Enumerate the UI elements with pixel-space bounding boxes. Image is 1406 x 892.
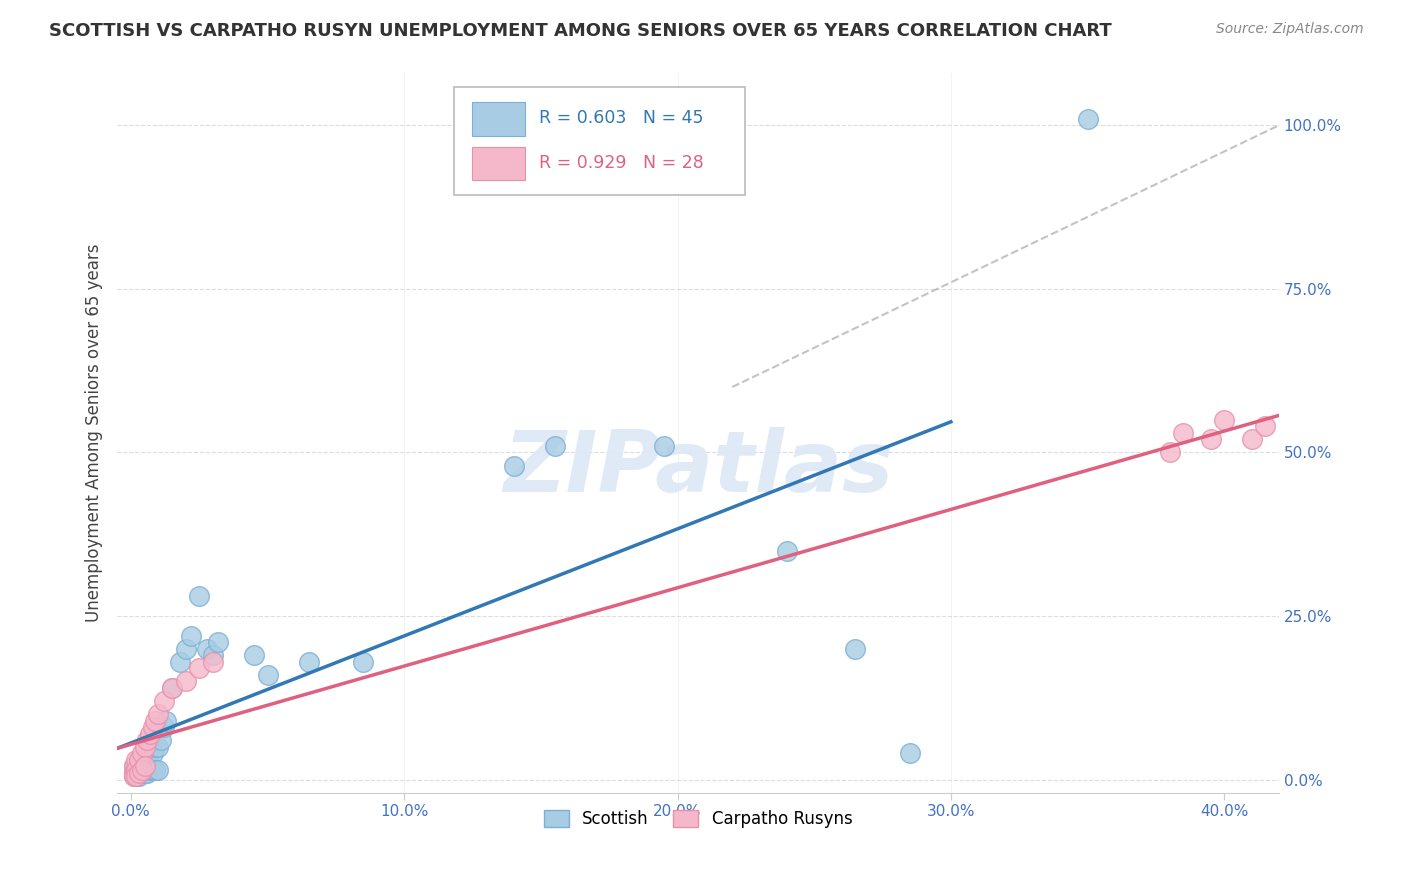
Point bbox=[128, 766, 150, 780]
Point bbox=[122, 759, 145, 773]
Point bbox=[148, 707, 170, 722]
FancyBboxPatch shape bbox=[471, 103, 524, 136]
Point bbox=[148, 763, 170, 777]
Point bbox=[1199, 433, 1222, 447]
Point bbox=[122, 769, 145, 783]
Point bbox=[1173, 425, 1195, 440]
Point bbox=[160, 681, 183, 695]
Point bbox=[122, 769, 145, 783]
Point bbox=[207, 635, 229, 649]
Text: ZIPatlas: ZIPatlas bbox=[503, 427, 893, 510]
FancyBboxPatch shape bbox=[471, 147, 524, 180]
Point bbox=[131, 747, 153, 761]
Point bbox=[134, 759, 156, 773]
Point bbox=[152, 694, 174, 708]
Point bbox=[898, 747, 921, 761]
Point bbox=[128, 763, 150, 777]
Y-axis label: Unemployment Among Seniors over 65 years: Unemployment Among Seniors over 65 years bbox=[86, 244, 103, 622]
Point bbox=[201, 655, 224, 669]
Point bbox=[188, 590, 211, 604]
Point bbox=[136, 766, 159, 780]
Point bbox=[128, 753, 150, 767]
Point bbox=[142, 747, 165, 761]
Point bbox=[139, 747, 162, 761]
Point bbox=[136, 733, 159, 747]
Point bbox=[174, 641, 197, 656]
Point bbox=[152, 720, 174, 734]
Point bbox=[139, 727, 162, 741]
Point bbox=[139, 763, 162, 777]
Point bbox=[145, 763, 167, 777]
Point bbox=[145, 739, 167, 754]
Point bbox=[142, 763, 165, 777]
Point bbox=[125, 766, 148, 780]
Point bbox=[180, 629, 202, 643]
Point bbox=[122, 759, 145, 773]
Point bbox=[502, 458, 524, 473]
Point bbox=[155, 714, 177, 728]
Point bbox=[169, 655, 191, 669]
Point bbox=[1077, 112, 1099, 126]
Text: R = 0.929   N = 28: R = 0.929 N = 28 bbox=[538, 154, 703, 172]
Point bbox=[125, 769, 148, 783]
Point bbox=[136, 747, 159, 761]
Point bbox=[256, 668, 278, 682]
Point bbox=[131, 763, 153, 777]
Point bbox=[134, 753, 156, 767]
Point bbox=[352, 655, 374, 669]
Point bbox=[128, 769, 150, 783]
Text: R = 0.603   N = 45: R = 0.603 N = 45 bbox=[538, 110, 703, 128]
Point bbox=[142, 720, 165, 734]
Point bbox=[1254, 419, 1277, 434]
Point bbox=[844, 641, 866, 656]
Point bbox=[122, 766, 145, 780]
Point bbox=[243, 648, 266, 663]
Point bbox=[197, 641, 219, 656]
Point bbox=[297, 655, 319, 669]
Point bbox=[134, 766, 156, 780]
Point bbox=[148, 739, 170, 754]
Point bbox=[174, 674, 197, 689]
Point bbox=[125, 753, 148, 767]
FancyBboxPatch shape bbox=[454, 87, 745, 195]
Point bbox=[125, 769, 148, 783]
Point bbox=[188, 661, 211, 675]
Point bbox=[201, 648, 224, 663]
Point bbox=[131, 756, 153, 771]
Point bbox=[652, 439, 675, 453]
Point bbox=[134, 739, 156, 754]
Point bbox=[1213, 413, 1236, 427]
Point bbox=[160, 681, 183, 695]
Point bbox=[776, 543, 799, 558]
Point bbox=[128, 753, 150, 767]
Text: SCOTTISH VS CARPATHO RUSYN UNEMPLOYMENT AMONG SENIORS OVER 65 YEARS CORRELATION : SCOTTISH VS CARPATHO RUSYN UNEMPLOYMENT … bbox=[49, 22, 1112, 40]
Point bbox=[125, 763, 148, 777]
Point bbox=[543, 439, 565, 453]
Point bbox=[149, 733, 172, 747]
Point bbox=[122, 766, 145, 780]
Point bbox=[1240, 433, 1263, 447]
Legend: Scottish, Carpatho Rusyns: Scottish, Carpatho Rusyns bbox=[537, 803, 859, 835]
Text: Source: ZipAtlas.com: Source: ZipAtlas.com bbox=[1216, 22, 1364, 37]
Point bbox=[1159, 445, 1181, 459]
Point bbox=[145, 714, 167, 728]
Point bbox=[125, 759, 148, 773]
Point bbox=[131, 766, 153, 780]
